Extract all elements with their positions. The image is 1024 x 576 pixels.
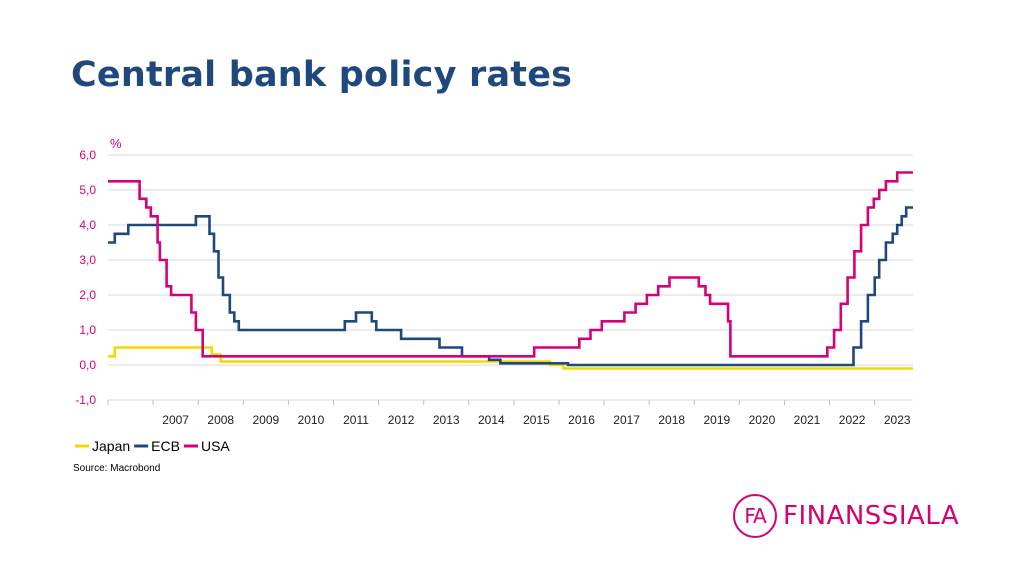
x-tick-label: 2021	[794, 413, 821, 427]
y-tick-label: 5,0	[79, 183, 96, 197]
source-note: Source: Macrobond	[73, 463, 161, 474]
y-tick-label: 2,0	[79, 288, 96, 302]
x-tick-label: 2007	[162, 413, 189, 427]
slide-title: Central bank policy rates	[71, 55, 573, 95]
x-tick-label: 2010	[298, 413, 325, 427]
x-tick-label: 2008	[207, 413, 234, 427]
x-tick-label: 2022	[839, 413, 866, 427]
x-tick-label: 2023	[884, 413, 911, 427]
x-tick-label: 2017	[613, 413, 640, 427]
series-line-japan	[108, 346, 913, 370]
logo-mark-icon: FA	[733, 494, 777, 538]
x-tick-label: 2016	[568, 413, 595, 427]
x-tick-label: 2015	[523, 413, 550, 427]
series-line-usa	[108, 171, 913, 358]
logo-wordmark: FINANSSIALA	[783, 501, 960, 531]
x-tick-label: 2012	[388, 413, 415, 427]
legend: Japan ECB USA	[75, 438, 230, 454]
series-lines	[108, 171, 913, 370]
y-tick-label: 0,0	[79, 358, 96, 372]
x-tick-label: 2009	[252, 413, 279, 427]
y-tick-label: 3,0	[79, 253, 96, 267]
x-tick-label: 2018	[658, 413, 685, 427]
y-tick-label: 6,0	[79, 148, 96, 162]
legend-label-ecb: ECB	[151, 438, 180, 454]
y-tick-label: 1,0	[79, 323, 96, 337]
x-tick-label: 2020	[749, 413, 776, 427]
y-axis-unit-label: %	[110, 136, 122, 151]
y-tick-label: 4,0	[79, 218, 96, 232]
finanssiala-logo: FA FINANSSIALA	[733, 491, 973, 541]
x-tick-label: 2019	[703, 413, 730, 427]
series-line-ecb	[108, 206, 913, 367]
x-tick-label: 2014	[478, 413, 505, 427]
legend-label-japan: Japan	[92, 438, 130, 454]
legend-label-usa: USA	[201, 438, 230, 454]
y-tick-label: -1,0	[75, 393, 96, 407]
x-tick-label: 2013	[433, 413, 460, 427]
x-tick-label: 2011	[343, 413, 369, 427]
axes: -1,0 0,0 1,0 2,0 3,0 4,0 5,0 6,0 2007 2008 2009 201…	[75, 148, 913, 427]
